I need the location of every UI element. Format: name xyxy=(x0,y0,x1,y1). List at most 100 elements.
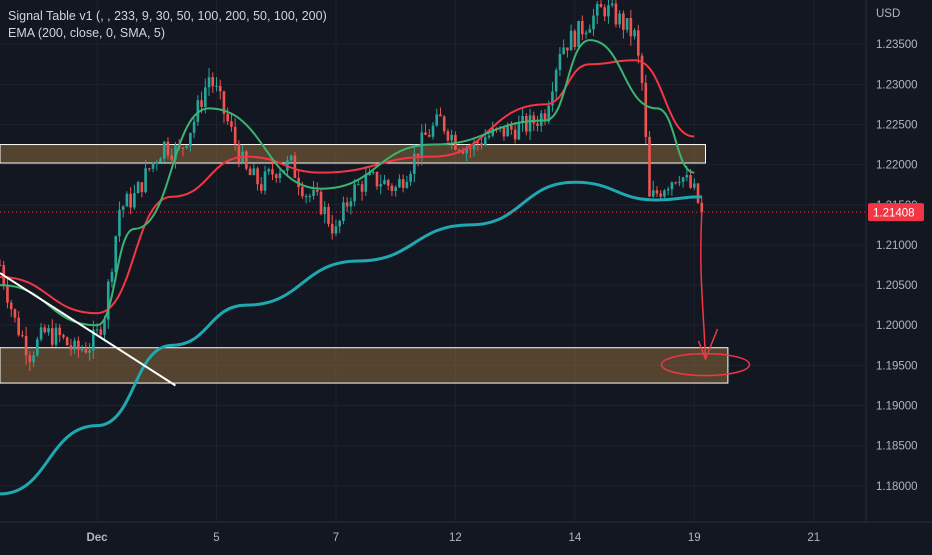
candle-up xyxy=(450,134,453,141)
candle-down xyxy=(390,185,394,192)
candle-down xyxy=(599,3,603,8)
candle-up xyxy=(625,17,629,30)
candle-down xyxy=(345,202,349,207)
candle-up xyxy=(289,155,293,161)
time-tick-label: Dec xyxy=(86,532,108,544)
candle-down xyxy=(640,55,644,83)
candle-down xyxy=(148,168,151,170)
candle-down xyxy=(200,100,203,107)
candle-up xyxy=(592,15,595,30)
candle-up xyxy=(155,162,159,164)
candle-up xyxy=(133,193,136,208)
candle-down xyxy=(439,114,442,117)
candle-up xyxy=(472,141,476,150)
candle-up xyxy=(584,32,588,35)
time-axis-background xyxy=(0,522,932,550)
price-tick-label: 1.19500 xyxy=(876,360,918,372)
candle-up xyxy=(88,350,91,353)
candle-up xyxy=(342,202,345,221)
candle-up xyxy=(118,209,121,237)
candle-down xyxy=(536,123,539,126)
candle-down xyxy=(614,3,618,25)
candle-down xyxy=(230,121,233,127)
candle-down xyxy=(99,329,103,335)
arrow-head xyxy=(697,328,719,362)
price-tick-label: 1.21000 xyxy=(876,240,918,252)
candle-up xyxy=(558,54,562,70)
price-axis[interactable]: USD 1.18000 1.18500 1.19000 1.19500 1.20000 1.… xyxy=(865,0,932,550)
ema-200-line xyxy=(0,180,702,496)
candle-down xyxy=(648,136,651,197)
candle-down xyxy=(77,340,80,350)
candle-down xyxy=(330,223,334,234)
candle-up xyxy=(394,187,397,192)
candle-up xyxy=(528,115,532,132)
candle-up xyxy=(162,141,166,159)
time-tick-label: 5 xyxy=(213,532,219,544)
candle-up xyxy=(349,201,353,207)
price-tick-label: 1.23000 xyxy=(876,79,918,91)
candle-down xyxy=(461,150,465,154)
candle-up xyxy=(73,340,76,350)
candle-down xyxy=(21,335,24,337)
candle-up xyxy=(185,145,188,148)
candle-down xyxy=(581,20,584,35)
time-axis[interactable]: Dec 5 7 12 14 19 21 xyxy=(0,521,932,550)
candle-up xyxy=(487,135,491,138)
candle-down xyxy=(129,193,132,208)
time-tick-label: 12 xyxy=(449,532,462,544)
candle-up xyxy=(383,180,386,185)
candle-up xyxy=(357,184,360,186)
candle-up xyxy=(618,13,621,25)
candle-up xyxy=(121,206,125,210)
time-tick-label: 19 xyxy=(688,532,701,544)
candle-down xyxy=(248,168,252,176)
candle-up xyxy=(551,91,554,106)
candle-down xyxy=(566,47,569,51)
candle-up xyxy=(663,190,666,197)
grid xyxy=(0,0,866,522)
candle-down xyxy=(480,143,483,146)
candle-down xyxy=(69,345,73,350)
candle-down xyxy=(375,171,379,187)
candle-down xyxy=(360,184,364,192)
candle-down xyxy=(17,317,20,336)
candle-down xyxy=(476,141,480,144)
candle-down xyxy=(327,206,330,224)
legend-ema[interactable]: EMA (200, close, 0, SMA, 5) xyxy=(8,26,166,40)
candle-down xyxy=(644,82,648,137)
candle-down xyxy=(469,148,472,150)
legend-signal-table[interactable]: Signal Table v1 (, , 233, 9, 30, 50, 100… xyxy=(8,9,327,23)
candle-down xyxy=(700,202,704,213)
candle-down xyxy=(170,155,174,160)
target-circle xyxy=(660,352,751,377)
time-tick-label: 21 xyxy=(807,532,820,544)
last-price-label: 1.21408 xyxy=(873,208,915,220)
candle-down xyxy=(181,147,185,149)
candle-up xyxy=(465,148,468,154)
candle-down xyxy=(502,126,506,137)
price-tick-label: 1.19000 xyxy=(876,401,918,413)
drawings[interactable] xyxy=(0,211,866,387)
candle-down xyxy=(222,91,226,114)
price-tick-label: 1.18500 xyxy=(876,441,918,453)
candle-up xyxy=(607,5,610,17)
candle-down xyxy=(446,131,450,141)
candle-down xyxy=(259,184,263,191)
candle-down xyxy=(689,175,692,188)
candle-down xyxy=(293,155,297,178)
price-axis-background xyxy=(866,0,932,550)
candle-down xyxy=(696,183,700,203)
candle-down xyxy=(28,355,32,362)
candle-up xyxy=(569,30,573,51)
candle-up xyxy=(588,29,592,33)
candle-up xyxy=(554,69,558,92)
candle-up xyxy=(506,125,509,137)
target-arrow xyxy=(700,212,707,360)
candle-up xyxy=(159,158,162,163)
candle-up xyxy=(136,182,140,194)
candle-up xyxy=(595,3,599,16)
candle-down xyxy=(319,191,323,215)
